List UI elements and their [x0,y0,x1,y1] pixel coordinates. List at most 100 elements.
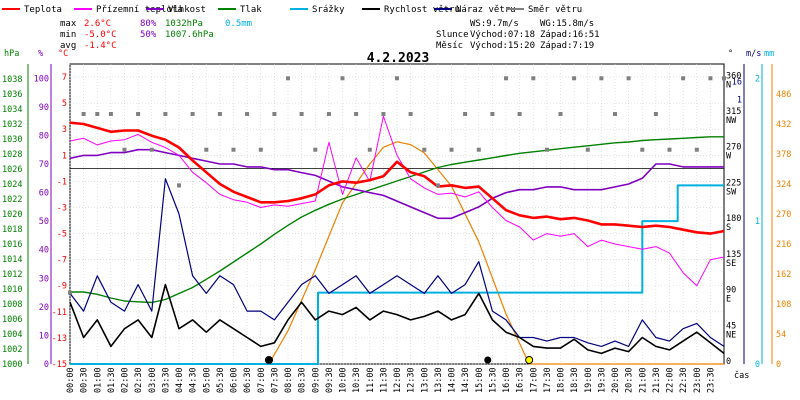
humidity-tick: 0 [44,360,49,370]
time-tick: 00:30 [80,367,90,393]
legend-label: Náraz větru [456,5,516,15]
wind-direction-point [245,112,250,116]
solar-radiation-line [70,141,724,365]
pressure-tick: 1016 [2,240,22,250]
stat-ws: WS:9.7m/s [470,19,519,29]
wind-direction-point [504,76,508,81]
wind-direction-point [122,147,127,152]
wind-direction-point [395,76,399,81]
moonrise-icon [484,356,492,364]
wind-direction-point [68,290,72,295]
chart-title: 4.2.2023 [367,51,430,66]
time-tick: 06:00 [230,367,240,393]
stat-moonset: Západ:7:19 [540,41,594,51]
radiation-tick: 0 [776,360,781,370]
time-tick: 09:00 [311,367,321,393]
pressure-tick: 1010 [2,285,22,295]
stat-min-hum: 50% [140,30,157,40]
legend-label: Teplota [24,5,62,15]
humidity-tick: 20 [39,303,49,313]
stat-max-hum: 80% [140,19,157,29]
time-tick: 22:30 [679,367,689,393]
wind-direction-point [708,76,713,81]
pressure-tick: 1034 [2,105,22,115]
humidity-tick: 50 [39,217,49,227]
stat-min-press: 1007.6hPa [165,30,214,40]
stat-avg-temp: -1.4°C [84,41,117,51]
legend-label: Směr větru [528,5,582,15]
wind-direction-point [381,112,386,116]
wind-direction-point [177,183,181,188]
stat-max-temp: 2.6°C [84,19,111,29]
radiation-tick: 324 [776,180,791,190]
temp-tick: 7 [62,73,67,83]
pressure-tick: 1008 [2,300,22,310]
stat-moonrise: Východ:15:20 [470,41,535,51]
wind-direction-point [640,147,645,152]
time-tick: 02:00 [121,367,131,393]
time-tick: 12:00 [393,367,403,393]
pressure-tick: 1024 [2,180,22,190]
wind-direction-point [517,112,522,116]
temp-tick: 5 [62,99,67,109]
pressure-tick: 1028 [2,150,22,160]
direction-tick: SE [726,259,736,269]
stat-sunrise: Východ:07:18 [470,30,535,40]
radiation-tick: 378 [776,150,791,160]
wind-direction-point [667,147,672,152]
temp-tick: -1 [57,177,67,187]
grid [69,63,725,365]
direction-tick: 90 [726,286,736,296]
humidity-tick: 90 [39,103,49,113]
time-tick: 12:30 [407,367,417,393]
time-tick: 08:30 [298,367,308,393]
time-tick: 21:30 [652,367,662,393]
rain-tick: 1 [755,217,760,227]
humidity-tick: 70 [39,160,49,170]
wind-direction-point [463,112,468,116]
pressure-tick: 1030 [2,135,22,145]
humidity-tick: 100 [34,74,49,84]
time-tick: 05:00 [202,367,212,393]
wind-gust-line [69,178,725,347]
humidity-tick: 40 [39,246,49,256]
time-tick: 03:00 [148,367,158,393]
wind-tick: 16 [732,78,742,88]
wind-direction-point [572,76,577,81]
direction-tick: SW [726,187,737,197]
stat-max-rain: 0.5mm [225,19,252,29]
wind-direction-point [299,112,304,116]
time-tick: 00:00 [66,367,76,393]
wind-direction-point [231,147,236,152]
humidity-tick: 60 [39,189,49,199]
unit-pct: % [38,49,43,59]
time-tick: 17:30 [543,367,553,393]
time-tick: 15:00 [475,367,485,393]
stat-avg-label: avg [60,41,76,51]
unit-mm: mm [764,49,774,59]
stat-max-label: max [60,19,77,29]
wind-direction-point [136,112,141,116]
direction-tick: S [726,223,731,233]
direction-tick: 270 [726,143,741,153]
time-tick: 07:30 [270,367,280,393]
time-tick: 18:00 [557,367,567,393]
stat-sunset: Západ:16:51 [540,30,600,40]
time-tick: 13:30 [434,367,444,393]
temperature-line [69,121,725,235]
wind-direction-point [258,147,263,152]
pressure-tick: 1038 [2,75,22,85]
series [68,76,726,365]
pressure-tick: 1020 [2,210,22,220]
direction-tick: 0 [726,357,731,367]
radiation-tick: 432 [776,120,791,130]
time-tick: 15:30 [488,367,498,393]
wind-direction-point [163,112,168,116]
axis-units: hPa % °C ° m/s mm čas [4,49,774,381]
time-tick: 04:30 [189,367,199,393]
time-tick: 16:30 [516,367,526,393]
wind-direction-point [204,147,209,152]
radiation-tick: 270 [776,210,791,220]
wind-direction-point [190,112,195,116]
